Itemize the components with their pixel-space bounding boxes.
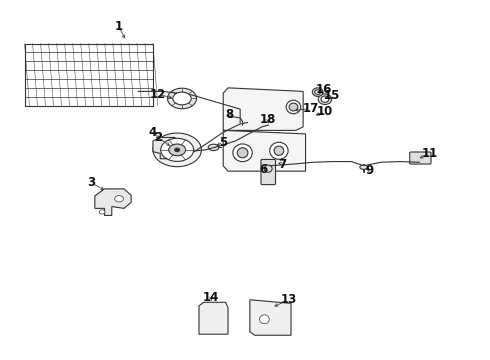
Text: 3: 3 <box>87 176 96 189</box>
Polygon shape <box>199 302 228 334</box>
Text: 9: 9 <box>366 164 374 177</box>
Ellipse shape <box>260 315 269 324</box>
Text: 5: 5 <box>219 136 227 149</box>
Text: 6: 6 <box>259 163 268 176</box>
Ellipse shape <box>175 148 180 152</box>
Ellipse shape <box>265 165 272 172</box>
Text: 18: 18 <box>260 113 276 126</box>
Text: 15: 15 <box>324 90 341 103</box>
FancyBboxPatch shape <box>410 152 431 164</box>
Polygon shape <box>95 189 131 215</box>
Ellipse shape <box>286 100 301 114</box>
Ellipse shape <box>173 92 191 105</box>
Ellipse shape <box>318 94 332 104</box>
Ellipse shape <box>233 144 252 162</box>
Text: 16: 16 <box>315 83 332 96</box>
Polygon shape <box>153 138 180 159</box>
Text: 11: 11 <box>422 147 438 160</box>
Ellipse shape <box>99 210 105 214</box>
Text: 17: 17 <box>302 102 318 115</box>
Ellipse shape <box>161 138 194 161</box>
Ellipse shape <box>274 146 284 156</box>
Ellipse shape <box>115 195 123 202</box>
Ellipse shape <box>315 90 320 94</box>
Ellipse shape <box>237 148 248 158</box>
Polygon shape <box>223 130 306 171</box>
Ellipse shape <box>312 88 323 96</box>
Ellipse shape <box>289 103 298 111</box>
Text: 8: 8 <box>225 108 234 121</box>
Text: 1: 1 <box>115 21 123 33</box>
Polygon shape <box>223 88 303 130</box>
Text: 4: 4 <box>149 126 157 139</box>
Ellipse shape <box>153 133 201 167</box>
Ellipse shape <box>168 88 196 109</box>
Ellipse shape <box>270 142 288 159</box>
Bar <box>24 44 153 105</box>
FancyBboxPatch shape <box>261 159 275 185</box>
Text: 12: 12 <box>149 88 166 101</box>
Text: 2: 2 <box>154 131 162 144</box>
Text: 14: 14 <box>203 291 220 304</box>
Text: 7: 7 <box>279 158 287 171</box>
Ellipse shape <box>321 96 329 102</box>
Ellipse shape <box>208 144 219 150</box>
Text: 13: 13 <box>280 293 297 306</box>
Ellipse shape <box>169 144 186 156</box>
Polygon shape <box>250 300 291 335</box>
Text: 10: 10 <box>317 105 333 118</box>
Ellipse shape <box>360 165 368 169</box>
